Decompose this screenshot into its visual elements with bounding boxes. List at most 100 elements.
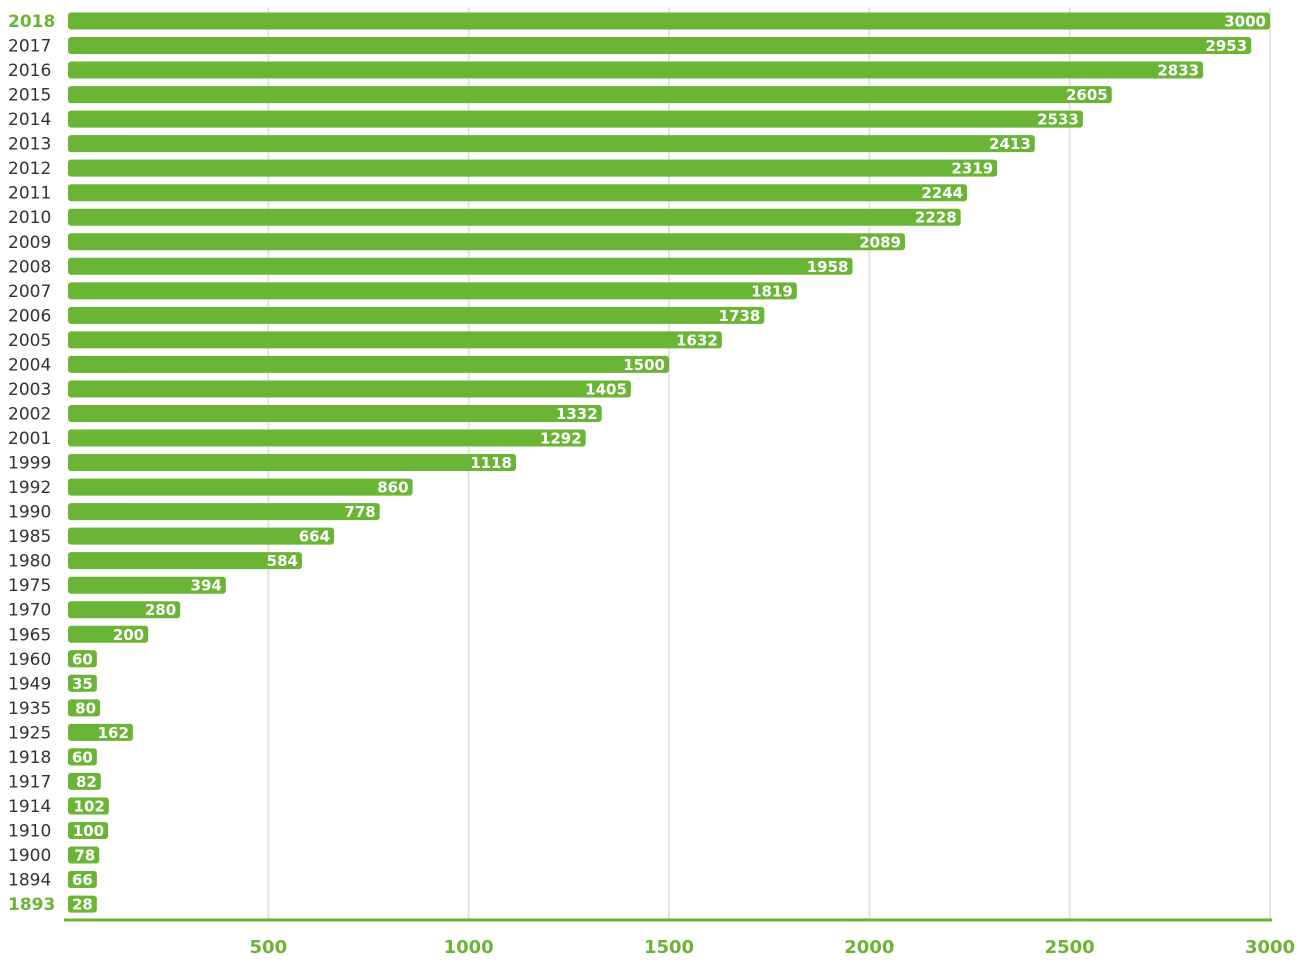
y-tick-label: 1980 bbox=[8, 552, 51, 572]
y-tick-label: 1990 bbox=[8, 503, 51, 523]
value-label: 394 bbox=[191, 577, 222, 595]
bar bbox=[68, 86, 1112, 103]
y-tick-label: 2013 bbox=[8, 135, 51, 155]
bar bbox=[68, 13, 1270, 30]
chart: 5001000150020002500300020183000201729532… bbox=[0, 0, 1307, 958]
bar bbox=[68, 258, 853, 275]
value-label: 1632 bbox=[676, 331, 718, 349]
y-tick-label: 1960 bbox=[8, 650, 51, 670]
value-label: 1819 bbox=[751, 282, 793, 300]
y-tick-label: 2015 bbox=[8, 86, 51, 106]
bar bbox=[68, 405, 602, 422]
bar bbox=[68, 160, 997, 177]
value-label: 28 bbox=[72, 896, 93, 914]
y-tick-label: 2014 bbox=[8, 110, 51, 130]
y-tick-label: 2005 bbox=[8, 331, 51, 351]
value-label: 60 bbox=[72, 748, 93, 766]
y-tick-label: 2010 bbox=[8, 208, 51, 228]
value-label: 2244 bbox=[921, 184, 963, 202]
bar bbox=[68, 356, 669, 373]
value-label: 2413 bbox=[989, 135, 1031, 153]
y-tick-label: 2001 bbox=[8, 429, 51, 449]
y-tick-label: 2002 bbox=[8, 404, 51, 424]
value-label: 664 bbox=[299, 528, 330, 546]
value-label: 2228 bbox=[915, 209, 957, 227]
value-label: 162 bbox=[98, 724, 129, 742]
y-tick-label: 2003 bbox=[8, 380, 51, 400]
y-tick-label: 2004 bbox=[8, 355, 51, 375]
x-tick-label: 3000 bbox=[1245, 937, 1295, 958]
value-label: 66 bbox=[72, 871, 93, 889]
y-tick-label: 2011 bbox=[8, 184, 51, 204]
value-label: 1292 bbox=[540, 430, 582, 448]
x-tick-label: 2000 bbox=[844, 937, 894, 958]
x-tick-label: 2500 bbox=[1045, 937, 1095, 958]
bar bbox=[68, 209, 961, 226]
value-label: 1332 bbox=[556, 405, 598, 423]
value-label: 1500 bbox=[623, 356, 665, 374]
y-tick-label: 2012 bbox=[8, 159, 51, 179]
y-tick-label: 1918 bbox=[8, 748, 51, 768]
y-tick-label: 1949 bbox=[8, 674, 51, 694]
bar bbox=[68, 380, 631, 397]
y-tick-label: 2006 bbox=[8, 306, 51, 326]
bar bbox=[68, 111, 1083, 128]
y-tick-label: 1992 bbox=[8, 478, 51, 498]
value-label: 35 bbox=[72, 675, 93, 693]
value-label: 1405 bbox=[585, 380, 627, 398]
y-tick-label: 1893 bbox=[8, 895, 55, 915]
value-label: 100 bbox=[73, 822, 104, 840]
value-label: 78 bbox=[74, 847, 95, 865]
y-tick-label: 1910 bbox=[8, 821, 51, 841]
x-tick-label: 1000 bbox=[444, 937, 494, 958]
bar bbox=[68, 307, 764, 324]
bar bbox=[68, 430, 586, 447]
value-label: 280 bbox=[145, 601, 176, 619]
value-label: 778 bbox=[344, 503, 375, 521]
value-label: 2953 bbox=[1205, 37, 1247, 55]
y-tick-label: 2016 bbox=[8, 61, 51, 81]
bar bbox=[68, 528, 334, 545]
value-label: 102 bbox=[74, 797, 105, 815]
value-label: 80 bbox=[75, 699, 96, 717]
value-label: 2605 bbox=[1066, 86, 1108, 104]
value-label: 2089 bbox=[859, 233, 901, 251]
y-tick-label: 1999 bbox=[8, 454, 51, 474]
value-label: 860 bbox=[377, 479, 408, 497]
value-label: 2833 bbox=[1157, 62, 1199, 80]
x-tick-label: 1500 bbox=[644, 937, 694, 958]
bar bbox=[68, 62, 1203, 79]
y-tick-label: 1925 bbox=[8, 723, 51, 743]
y-tick-label: 2009 bbox=[8, 233, 51, 253]
y-tick-label: 1970 bbox=[8, 601, 51, 621]
bar bbox=[68, 503, 380, 520]
bar bbox=[68, 37, 1251, 54]
bar bbox=[68, 135, 1035, 152]
y-tick-label: 1914 bbox=[8, 797, 51, 817]
y-tick-label: 1975 bbox=[8, 576, 51, 596]
bar bbox=[68, 184, 967, 201]
value-label: 200 bbox=[113, 626, 144, 644]
value-label: 2533 bbox=[1037, 111, 1079, 129]
x-tick-label: 500 bbox=[250, 937, 288, 958]
y-tick-label: 1900 bbox=[8, 846, 51, 866]
bar bbox=[68, 233, 905, 250]
value-label: 584 bbox=[267, 552, 298, 570]
value-label: 2319 bbox=[951, 160, 993, 178]
y-tick-label: 1935 bbox=[8, 699, 51, 719]
value-label: 1118 bbox=[470, 454, 512, 472]
y-tick-label: 1894 bbox=[8, 871, 51, 891]
bar bbox=[68, 282, 797, 299]
value-label: 60 bbox=[72, 650, 93, 668]
bar bbox=[68, 479, 413, 496]
value-label: 1958 bbox=[807, 258, 849, 276]
bar bbox=[68, 454, 516, 471]
y-tick-label: 2007 bbox=[8, 282, 51, 302]
y-tick-label: 2017 bbox=[8, 37, 51, 57]
y-tick-label: 1917 bbox=[8, 772, 51, 792]
value-label: 82 bbox=[76, 773, 97, 791]
bar bbox=[68, 331, 722, 348]
y-tick-label: 1985 bbox=[8, 527, 51, 547]
y-tick-label: 2018 bbox=[8, 12, 55, 32]
value-label: 1738 bbox=[719, 307, 761, 325]
